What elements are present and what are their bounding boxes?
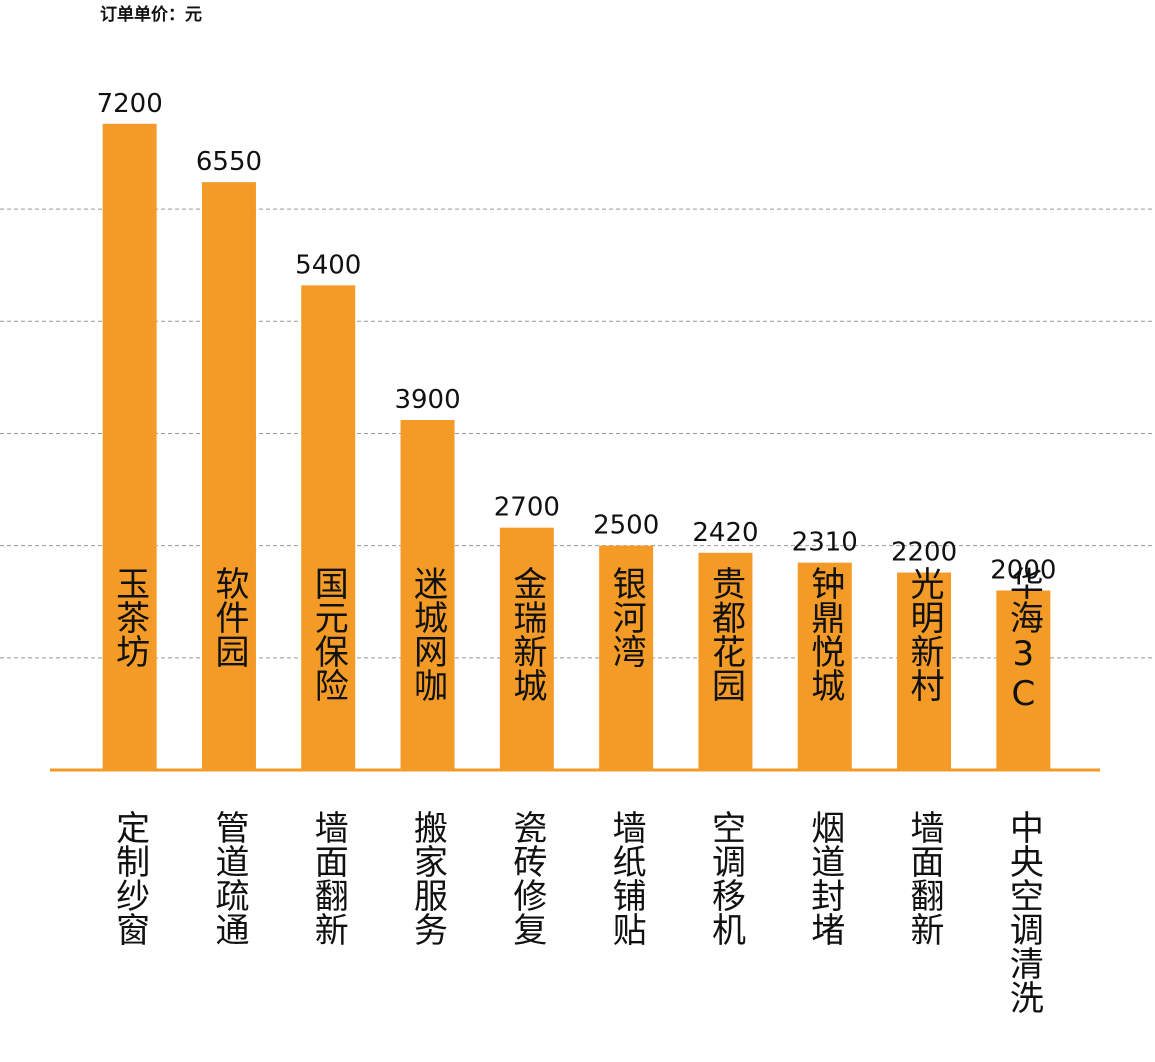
bar [301, 285, 356, 770]
x-tick-label: 瓷砖修复 [507, 810, 547, 946]
value-label: 2000 [990, 556, 1056, 586]
value-label: 5400 [295, 250, 361, 280]
chart-title: 订单单价：元 [100, 4, 202, 25]
bar-label: 华海3C [1003, 566, 1043, 714]
bar [599, 545, 654, 770]
x-tick-label: 烟道封堵 [805, 810, 845, 946]
bar [996, 590, 1051, 770]
bar [499, 527, 554, 770]
value-label: 3900 [394, 385, 460, 415]
value-label: 7200 [97, 89, 163, 119]
value-label: 2310 [792, 528, 858, 558]
value-label: 2700 [494, 493, 560, 523]
x-tick-label: 空调移机 [705, 810, 745, 946]
bar-label: 银河湾 [606, 566, 646, 668]
bar-label: 国元保险 [308, 566, 348, 702]
bar [897, 572, 952, 770]
x-tick-label: 墙面翻新 [904, 810, 944, 946]
bar-label: 玉茶坊 [110, 566, 150, 668]
bar-label: 迷城网咖 [408, 566, 448, 702]
bar [698, 552, 753, 770]
bar [102, 123, 157, 771]
value-label: 2200 [891, 538, 957, 568]
bar-label: 软件园 [209, 566, 249, 668]
x-tick-label: 墙纸铺贴 [606, 810, 646, 946]
value-label: 2500 [593, 511, 659, 541]
x-tick-label: 定制纱窗 [110, 810, 150, 946]
bar-label: 金瑞新城 [507, 566, 547, 702]
bar-label: 钟鼎悦城 [805, 566, 845, 702]
bar [400, 419, 455, 770]
bar [201, 182, 256, 770]
value-label: 6550 [196, 147, 262, 177]
bar [797, 562, 852, 770]
bar-label: 贵都花园 [705, 566, 745, 702]
x-tick-label: 管道疏通 [209, 810, 249, 946]
bar-label: 光明新村 [904, 566, 944, 702]
x-tick-label: 中央空调清洗 [1003, 810, 1043, 1014]
x-tick-label: 搬家服务 [408, 810, 448, 946]
value-label: 2420 [692, 518, 758, 548]
x-tick-label: 墙面翻新 [308, 810, 348, 946]
